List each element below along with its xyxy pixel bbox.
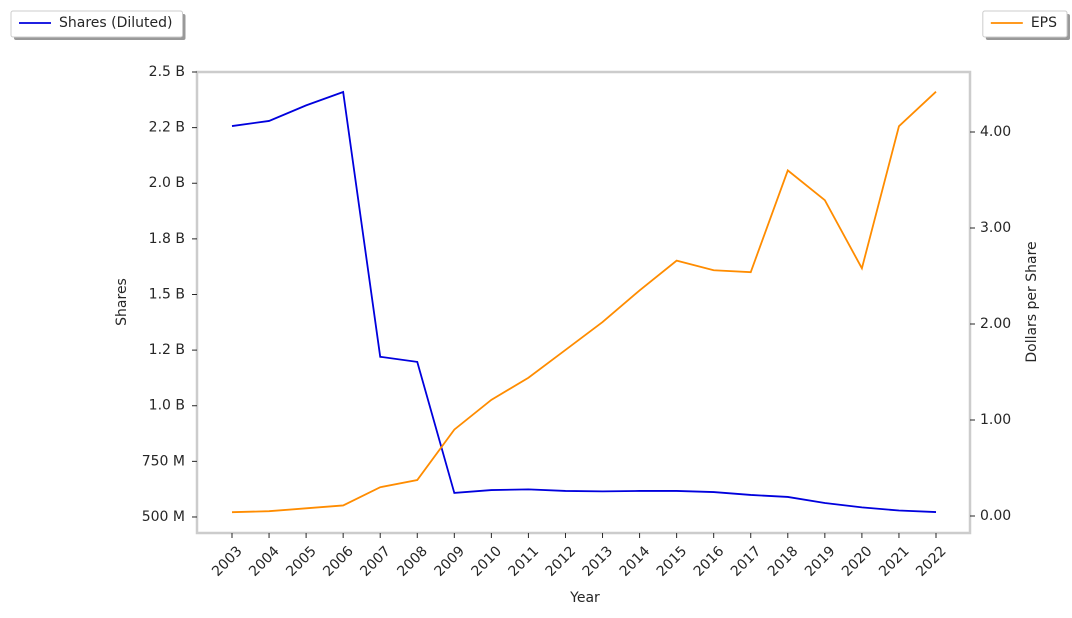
legend: EPS — [982, 10, 1070, 40]
y2-tick-label: 4.00 — [980, 124, 1011, 140]
legend: Shares (Diluted) — [10, 10, 186, 40]
x-tick-label: 2019 — [802, 543, 839, 580]
x-tick-label: 2016 — [691, 543, 728, 580]
y-tick-label: 2.5 B — [149, 64, 185, 80]
x-tick-label: 2021 — [876, 543, 913, 580]
y-tick-label: 1.2 B — [149, 342, 185, 358]
y-tick-label: 500 M — [142, 509, 185, 525]
x-tick-label: 2009 — [431, 543, 468, 580]
legend-box — [982, 10, 1068, 38]
x-tick-label: 2004 — [246, 543, 283, 580]
y2-tick-label: 3.00 — [980, 220, 1011, 236]
x-tick-label: 2014 — [617, 543, 654, 580]
legend-label: EPS — [1031, 15, 1057, 31]
x-tick-label: 2013 — [580, 543, 617, 580]
series-line — [231, 90, 937, 513]
x-tick-label: 2017 — [728, 543, 765, 580]
y-tick-label: 1.5 B — [149, 286, 185, 302]
x-tick-label: 2003 — [209, 543, 246, 580]
x-tick-label: 2011 — [506, 543, 543, 580]
y-tick-label: 750 M — [142, 453, 185, 469]
x-tick-label: 2015 — [654, 543, 691, 580]
y-tick-label: 2.0 B — [149, 175, 185, 191]
y-axis-label: Shares — [114, 278, 130, 326]
x-tick-label: 2005 — [283, 543, 320, 580]
plot-frame — [195, 70, 972, 535]
legend-box — [10, 10, 183, 38]
x-tick-label: 2010 — [469, 543, 506, 580]
x-tick-label: 2006 — [320, 543, 357, 580]
y-tick-label: 1.8 B — [149, 231, 185, 247]
y2-tick-label: 1.00 — [980, 412, 1011, 428]
series-line — [231, 91, 937, 514]
y2-axis-label: Dollars per Share — [1024, 241, 1040, 362]
y2-tick-label: 2.00 — [980, 316, 1011, 332]
x-tick-label: 2022 — [913, 543, 950, 580]
legend-label: Shares (Diluted) — [59, 15, 173, 31]
y-tick-label: 2.2 B — [149, 120, 185, 136]
y-tick-label: 1.0 B — [149, 398, 185, 414]
x-tick-label: 2008 — [394, 543, 431, 580]
x-tick-label: 2020 — [839, 543, 876, 580]
x-tick-label: 2007 — [357, 543, 394, 580]
y2-tick-label: 0.00 — [980, 508, 1011, 524]
x-tick-label: 2012 — [543, 543, 580, 580]
x-tick-label: 2018 — [765, 543, 802, 580]
x-axis-label: Year — [569, 590, 600, 606]
